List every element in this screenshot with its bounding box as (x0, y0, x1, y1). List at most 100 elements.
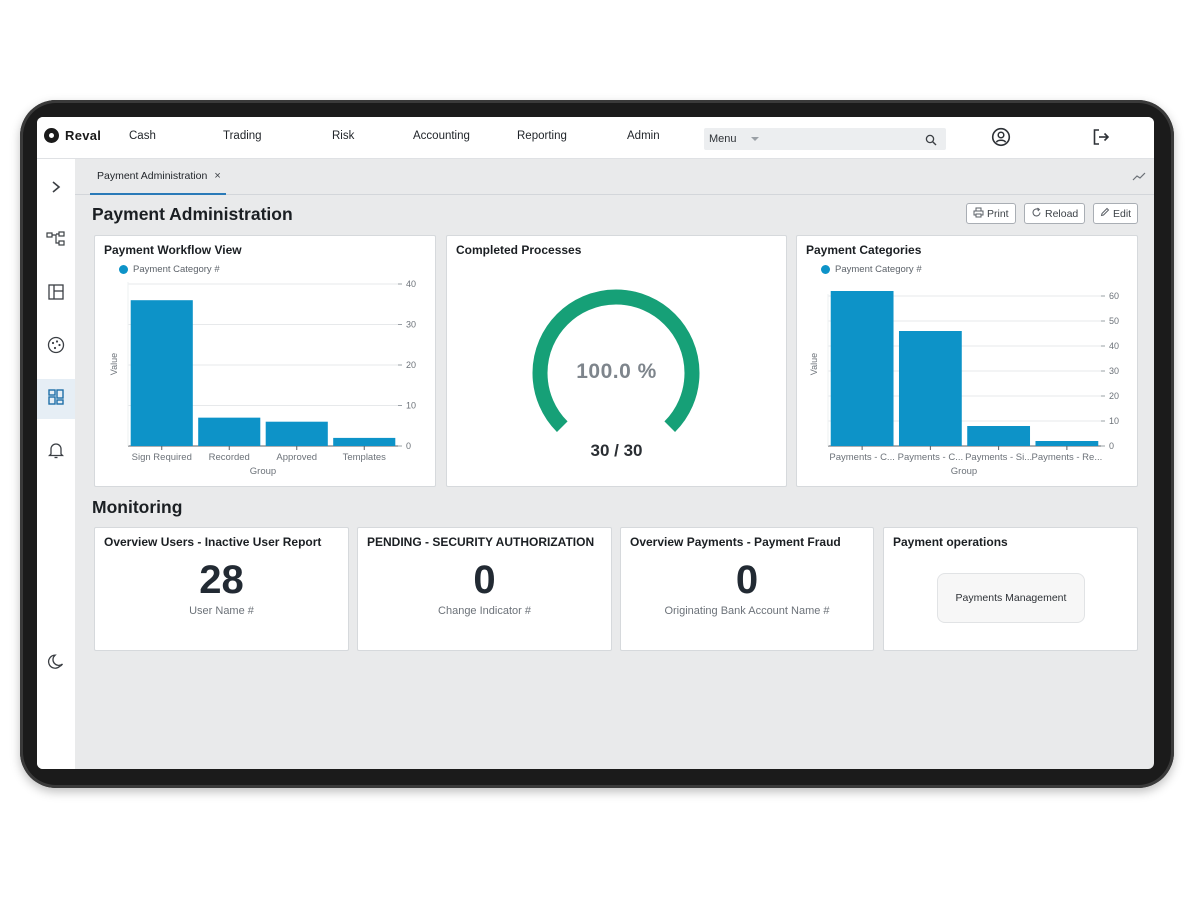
metric-label: Originating Bank Account Name # (664, 605, 830, 617)
gauge-percent: 100.0 % (576, 360, 657, 383)
edit-label: Edit (1113, 207, 1132, 220)
x-tick-label: Payments - Si... (965, 452, 1032, 463)
y-tick-label: 50 (1109, 316, 1119, 326)
card-title: Payment operations (893, 535, 1008, 549)
page-title: Payment Administration (92, 204, 293, 224)
menu-search-input[interactable]: Menu (704, 128, 946, 150)
x-tick-label: Payments - C... (898, 452, 963, 463)
bar (967, 426, 1031, 446)
reload-icon (1031, 207, 1042, 221)
tab-payment-administration[interactable]: Payment Administration × (90, 159, 226, 195)
card-title: PENDING - SECURITY AUTHORIZATION (367, 535, 595, 549)
bar (333, 437, 396, 446)
completed-processes-card: Completed Processes 100.0 % 30 / 30 (446, 235, 787, 487)
payment-fraud-card[interactable]: Overview Payments - Payment Fraud 0 Orig… (620, 527, 874, 651)
gauge-arc (532, 289, 700, 433)
y-tick-label: 30 (406, 320, 416, 330)
card-title: Overview Users - Inactive User Report (104, 535, 322, 549)
expand-sidebar-button[interactable] (37, 169, 75, 209)
x-axis-label: Group (951, 466, 977, 477)
nav-item-risk[interactable]: Risk (332, 130, 355, 142)
brand-name: Reval (65, 128, 102, 143)
payment-workflow-chart: Value Group 0 10 20 30 40 Sign Required Record… (109, 279, 416, 477)
edit-button[interactable]: Edit (1093, 203, 1139, 224)
bar (830, 291, 894, 446)
x-tick-label: Templates (343, 452, 387, 463)
x-axis-label: Group (250, 466, 276, 477)
metric-value: 0 (473, 558, 496, 602)
bar (130, 300, 193, 446)
bell-icon (47, 441, 65, 464)
bar (265, 421, 328, 446)
y-tick-label: 20 (1109, 391, 1119, 401)
rail-item-workflow[interactable] (37, 221, 75, 261)
print-button[interactable]: Print (966, 203, 1016, 224)
card-title: Overview Payments - Payment Fraud (630, 535, 841, 549)
dashboard-icon (47, 388, 65, 411)
card-title: Completed Processes (456, 243, 582, 257)
brand[interactable]: Reval (44, 128, 101, 143)
bar (198, 417, 261, 446)
payment-operations-card: Payment operations Payments Management (883, 527, 1138, 651)
metric-value: 28 (199, 558, 244, 602)
tab-bar: Payment Administration × (75, 159, 1154, 195)
printer-icon (973, 207, 984, 221)
x-tick-label: Approved (276, 452, 317, 463)
y-axis-label: Value (809, 353, 819, 375)
card-title: Payment Workflow View (104, 243, 242, 257)
legend-marker (119, 265, 128, 274)
app-screen: Reval Cash Trading Risk Accounting Repor… (37, 117, 1154, 769)
search-icon[interactable] (925, 133, 937, 151)
nav-item-reporting[interactable]: Reporting (517, 130, 567, 142)
palette-icon (47, 336, 65, 359)
y-tick-label: 40 (1109, 341, 1119, 351)
brand-logo-icon (44, 128, 59, 143)
chart-legend[interactable]: Payment Category # (119, 264, 220, 275)
nav-item-cash[interactable]: Cash (129, 130, 156, 142)
nav-item-trading[interactable]: Trading (223, 130, 262, 142)
metric-value: 0 (735, 558, 759, 602)
y-tick-label: 0 (1109, 441, 1114, 451)
y-tick-label: 40 (406, 279, 416, 289)
payment-categories-chart: Value Group 0 10 20 30 40 50 60 Payments - C...… (809, 291, 1119, 477)
metric-label: Change Indicator # (438, 605, 531, 617)
chevron-down-icon[interactable] (751, 137, 759, 141)
x-tick-label: Payments - C... (829, 452, 894, 463)
rail-item-layout[interactable] (37, 274, 75, 314)
reload-button[interactable]: Reload (1024, 203, 1086, 224)
x-tick-label: Payments - Re... (1032, 452, 1103, 463)
side-rail (37, 159, 75, 769)
theme-toggle-button[interactable] (37, 644, 75, 684)
moon-icon (47, 653, 65, 676)
chart-legend[interactable]: Payment Category # (821, 264, 922, 275)
close-icon[interactable]: × (214, 170, 221, 182)
y-axis-label: Value (109, 353, 119, 375)
nav-item-accounting[interactable]: Accounting (413, 130, 470, 142)
metric-label: User Name # (189, 605, 254, 617)
pencil-icon (1100, 207, 1110, 220)
payment-categories-card: Payment Categories Payment Category # Va… (796, 235, 1138, 487)
user-icon[interactable] (991, 127, 1011, 152)
layout-icon (47, 283, 65, 306)
payment-workflow-card: Payment Workflow View Payment Category #… (94, 235, 436, 487)
tab-label: Payment Administration (97, 170, 208, 182)
y-tick-label: 30 (1109, 366, 1119, 376)
security-authorization-card[interactable]: PENDING - SECURITY AUTHORIZATION 0 Chang… (357, 527, 612, 651)
legend-label: Payment Category # (835, 264, 922, 275)
inactive-user-report-card[interactable]: Overview Users - Inactive User Report 28… (94, 527, 349, 651)
menu-label: Menu (709, 133, 737, 145)
trend-icon[interactable] (1132, 169, 1146, 187)
bar (1035, 441, 1099, 446)
y-tick-label: 10 (406, 401, 416, 411)
x-tick-label: Sign Required (132, 452, 192, 463)
monitoring-title: Monitoring (92, 497, 183, 517)
completed-gauge (532, 289, 700, 433)
nav-item-admin[interactable]: Admin (627, 130, 660, 142)
payments-management-button[interactable]: Payments Management (937, 573, 1085, 623)
logout-icon[interactable] (1091, 127, 1111, 152)
rail-item-palette[interactable] (37, 327, 75, 367)
rail-item-dashboard[interactable] (37, 379, 75, 419)
card-title: Payment Categories (806, 243, 922, 257)
workflow-icon (46, 230, 66, 252)
rail-item-notifications[interactable] (37, 432, 75, 472)
